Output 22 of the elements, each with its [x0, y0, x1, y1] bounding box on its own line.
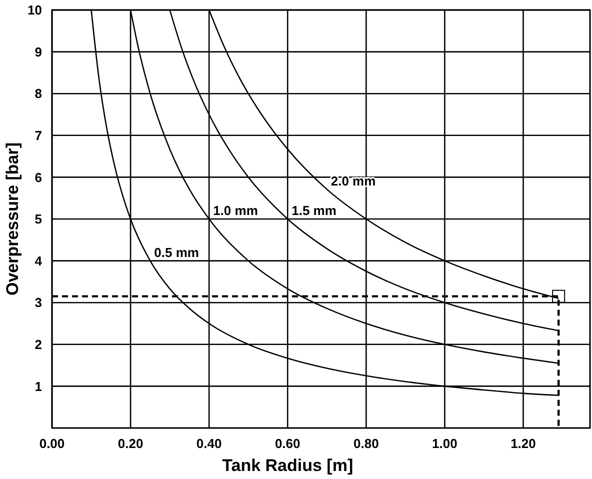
y-tick-label: 6 [34, 170, 42, 185]
x-tick-label: 0.40 [196, 436, 222, 451]
series-label: 0.5 mm [154, 244, 199, 260]
x-tick-label: 0.60 [274, 436, 300, 451]
y-tick-label: 9 [34, 44, 42, 60]
y-tick-label: 5 [34, 212, 42, 227]
x-tick-label: 1.00 [432, 436, 458, 451]
x-tick-label: 0.20 [118, 436, 144, 451]
y-tick-label: 8 [34, 86, 42, 102]
y-tick-label: 4 [34, 253, 43, 268]
series-label: 1.0 mm [213, 203, 258, 218]
y-tick-label: 2 [34, 336, 42, 352]
x-tick-label: 1.20 [510, 436, 536, 451]
y-tick-label: 10 [28, 2, 42, 18]
x-tick-label: 0.80 [354, 436, 379, 451]
y-axis-title: Overpressure [bar] [3, 142, 22, 296]
x-axis-title: Tank Radius [m] [222, 456, 354, 475]
series-label: 1.5 mm [292, 203, 336, 218]
x-tick-label: 0.00 [39, 436, 65, 451]
y-tick-label: 1 [34, 378, 42, 394]
y-tick-label: 7 [34, 128, 42, 143]
y-tick-label: 3 [34, 295, 42, 310]
